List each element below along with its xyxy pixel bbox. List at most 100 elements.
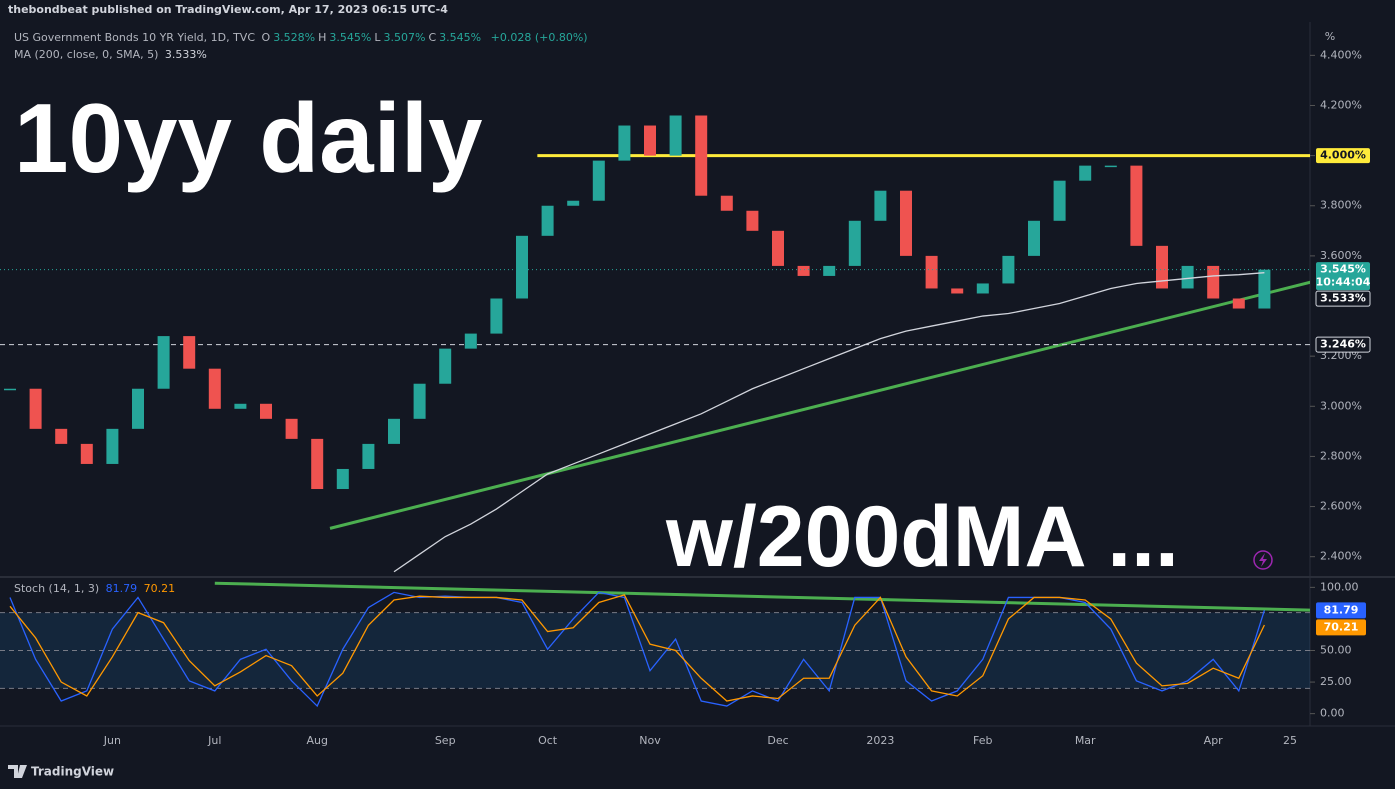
ohlc-value: 3.528% — [273, 31, 316, 44]
candle — [311, 438, 324, 490]
x-tick-label: Apr — [1204, 734, 1224, 747]
y-tick-label: 3.600% — [1320, 249, 1362, 262]
change: +0.028 (+0.80%) — [490, 31, 588, 44]
y-tick-label: 100.00 — [1320, 580, 1359, 593]
ohlc-value: 3.545% — [439, 31, 482, 44]
candle — [106, 428, 119, 464]
candle — [900, 190, 912, 256]
y-tick-label: 50.00 — [1320, 644, 1352, 657]
candle — [157, 336, 170, 389]
logo-mark — [8, 765, 18, 778]
axis-label-box — [1315, 336, 1371, 353]
ohlc-key: O — [261, 31, 271, 44]
series-name: US Government Bonds 10 YR Yield, 1D, TVC — [14, 31, 256, 44]
axis-label: 70.21 — [1324, 620, 1359, 633]
x-tick-label: Mar — [1075, 734, 1096, 747]
candle — [1028, 220, 1040, 256]
candle — [362, 443, 375, 469]
candle — [1104, 165, 1117, 168]
candle — [618, 125, 631, 161]
axis-countdown: 10:44:04 — [1316, 276, 1371, 289]
candle — [4, 388, 16, 391]
candle — [592, 160, 605, 201]
axis-label: 3.533% — [1320, 292, 1366, 305]
stoch-name: Stoch (14, 1, 3) — [14, 582, 100, 595]
y-tick-label: 25.00 — [1320, 675, 1352, 688]
annotation: w/200dMA ... — [666, 489, 1179, 585]
candle — [516, 235, 528, 299]
x-tick-label: Nov — [639, 734, 661, 747]
candle — [132, 388, 144, 429]
alert-icon[interactable] — [1253, 550, 1273, 570]
y-tick-label: 4.200% — [1320, 98, 1362, 111]
candle — [55, 428, 68, 444]
price-pane — [0, 115, 1310, 573]
stoch-legend: Stoch (14, 1, 3) 81.79 70.21 — [14, 582, 178, 595]
ohlc-value: 3.545% — [329, 31, 372, 44]
candle — [464, 333, 477, 349]
x-tick-label: Feb — [973, 734, 992, 747]
candle — [951, 288, 964, 294]
axis-label: 81.79 — [1324, 603, 1359, 616]
axis-label-box — [1316, 619, 1366, 636]
axis-label-box — [1316, 262, 1370, 291]
ohlc-key: C — [428, 31, 437, 44]
candle — [1130, 165, 1143, 246]
axis-label-box — [1316, 148, 1370, 164]
ohlc-key: L — [374, 31, 381, 44]
candle — [823, 265, 836, 276]
candle — [874, 190, 887, 221]
y-tick-label: 0.00 — [1320, 707, 1345, 720]
ohlc-value: 3.507% — [383, 31, 426, 44]
annotation: 10yy daily — [14, 83, 483, 193]
x-tick-label: 25 — [1283, 734, 1297, 747]
candle — [695, 115, 708, 196]
axis-label: 3.545% — [1320, 263, 1366, 276]
candle — [746, 210, 759, 231]
y-tick-label: 3.000% — [1320, 399, 1362, 412]
candle — [720, 195, 733, 211]
y-tick-label: 3.800% — [1320, 199, 1362, 212]
tv-logo — [8, 765, 27, 778]
publisher-line: thebondbeat published on TradingView.com… — [8, 3, 448, 16]
y-tick-label: 2.800% — [1320, 449, 1362, 462]
x-tick-label: Dec — [767, 734, 788, 747]
candle — [976, 283, 989, 294]
x-tick-label: Aug — [306, 734, 327, 747]
trend-line — [214, 581, 1310, 612]
candle — [80, 443, 93, 464]
y-tick-label: 2.400% — [1320, 550, 1362, 563]
candle — [1207, 265, 1220, 299]
stoch-k-value: 81.79 — [105, 582, 138, 595]
candle — [234, 403, 247, 409]
candle — [567, 200, 580, 206]
candle — [541, 205, 554, 236]
candle — [29, 388, 42, 429]
price-legend: US Government Bonds 10 YR Yield, 1D, TVC… — [14, 31, 591, 44]
candle — [490, 298, 503, 334]
candle — [1079, 165, 1092, 181]
candle — [285, 418, 298, 439]
candle — [260, 403, 272, 419]
series-line — [9, 594, 1265, 702]
ohlc-key: H — [318, 31, 327, 44]
stoch-d-value: 70.21 — [143, 582, 176, 595]
candle — [183, 336, 196, 369]
x-tick-label: Jul — [207, 734, 221, 747]
candle — [1181, 265, 1194, 289]
candle — [797, 265, 810, 276]
trend-line — [329, 280, 1310, 530]
series-line — [393, 272, 1265, 573]
ohlc: O 3.528% H 3.545% L 3.507% C 3.545% — [262, 31, 485, 44]
x-tick-label: Oct — [538, 734, 558, 747]
candle — [413, 383, 426, 419]
x-tick-label: 2023 — [866, 734, 894, 747]
candle — [388, 418, 400, 444]
ma-legend: MA (200, close, 0, SMA, 5) 3.533% — [14, 48, 210, 61]
candle — [439, 348, 452, 384]
stoch-pane — [0, 581, 1310, 708]
candle — [848, 220, 861, 266]
candle — [336, 468, 349, 490]
